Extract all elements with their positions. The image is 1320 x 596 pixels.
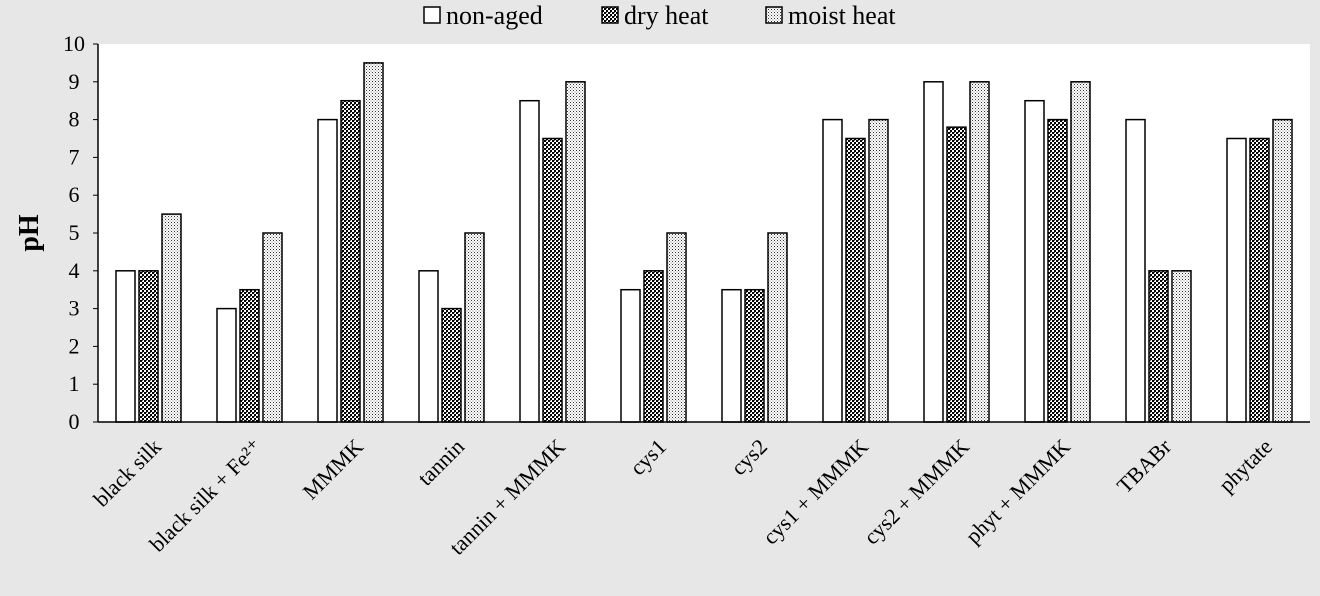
x-category-label: cys1 + MMMK <box>758 434 874 550</box>
bar-dry-heat-phytate <box>1249 137 1270 423</box>
legend-label-non-aged: non-aged <box>446 1 543 30</box>
y-tick-label: 6 <box>69 182 80 207</box>
y-tick-label: 10 <box>63 31 85 56</box>
bar-non-aged-phyt-mmmk <box>1024 99 1045 423</box>
x-category-label: black silk <box>88 434 166 512</box>
bar-dry-heat-cys1 <box>643 270 664 423</box>
x-category-label: tannin <box>412 434 469 491</box>
bar-moist-heat-black-silk <box>161 213 182 423</box>
bar-moist-heat-cys1-mmmk <box>868 118 889 423</box>
bar-non-aged-cys1 <box>620 288 641 423</box>
bar-moist-heat-cys2 <box>767 232 788 423</box>
x-category-label: cys2 <box>726 434 772 480</box>
y-axis-label: pH <box>14 214 45 252</box>
bar-dry-heat-tannin-mmmk <box>542 137 563 423</box>
bar-non-aged-cys2-mmmk <box>923 81 944 423</box>
bar-dry-heat-tbabr <box>1148 270 1169 423</box>
x-category-label: MMMK <box>298 434 368 504</box>
x-category-label: phytate <box>1214 434 1277 497</box>
legend-label-moist-heat: moist heat <box>788 1 896 30</box>
x-category-label: cys1 <box>625 434 671 480</box>
bar-moist-heat-mmmk <box>363 62 384 423</box>
y-tick-label: 9 <box>69 69 80 94</box>
legend-swatch-non-aged <box>423 6 441 24</box>
bar-moist-heat-tannin-mmmk <box>565 81 586 423</box>
bar-moist-heat-cys1 <box>666 232 687 423</box>
legend-swatch-moist-heat <box>765 6 783 24</box>
bar-dry-heat-tannin <box>441 307 462 423</box>
bar-moist-heat-tbabr <box>1171 270 1192 423</box>
bar-dry-heat-cys2-mmmk <box>946 126 967 423</box>
bar-non-aged-black-silk-fe <box>216 307 237 423</box>
plot-area <box>98 44 1310 422</box>
y-tick-label: 8 <box>69 107 80 132</box>
bar-dry-heat-mmmk <box>340 99 361 423</box>
legend: non-aged dry heat moist heat <box>423 1 896 30</box>
bar-non-aged-black-silk <box>115 270 136 423</box>
bar-non-aged-mmmk <box>317 118 338 423</box>
bar-non-aged-cys2 <box>721 288 742 423</box>
y-tick-label: 5 <box>69 220 80 245</box>
bar-moist-heat-cys2-mmmk <box>969 81 990 423</box>
bar-moist-heat-black-silk-fe <box>262 232 283 423</box>
bar-moist-heat-tannin <box>464 232 485 423</box>
bar-non-aged-tannin <box>418 270 439 423</box>
x-category-label: cys2 + MMMK <box>859 434 975 550</box>
bar-moist-heat-phytate <box>1272 118 1293 423</box>
y-tick-label: 0 <box>69 409 80 434</box>
bar-non-aged-tbabr <box>1125 118 1146 423</box>
bar-non-aged-tannin-mmmk <box>519 99 540 423</box>
bar-dry-heat-cys2 <box>744 288 765 423</box>
bar-dry-heat-black-silk <box>138 270 159 423</box>
y-tick-label: 3 <box>69 296 80 321</box>
bar-dry-heat-cys1-mmmk <box>845 137 866 423</box>
y-tick-label: 1 <box>69 371 80 396</box>
x-category-label: phyt + MMMK <box>960 434 1075 549</box>
y-tick-label: 2 <box>69 333 80 358</box>
bar-dry-heat-black-silk-fe <box>239 288 260 423</box>
bar-moist-heat-phyt-mmmk <box>1070 81 1091 423</box>
bar-dry-heat-phyt-mmmk <box>1047 118 1068 423</box>
y-tick-label: 7 <box>69 144 80 169</box>
legend-swatch-dry-heat <box>601 6 619 24</box>
legend-label-dry-heat: dry heat <box>624 1 709 30</box>
bar-non-aged-cys1-mmmk <box>822 118 843 423</box>
y-tick-label: 4 <box>69 258 80 283</box>
bar-non-aged-phytate <box>1226 137 1247 423</box>
x-category-label: TBABr <box>1112 433 1177 498</box>
